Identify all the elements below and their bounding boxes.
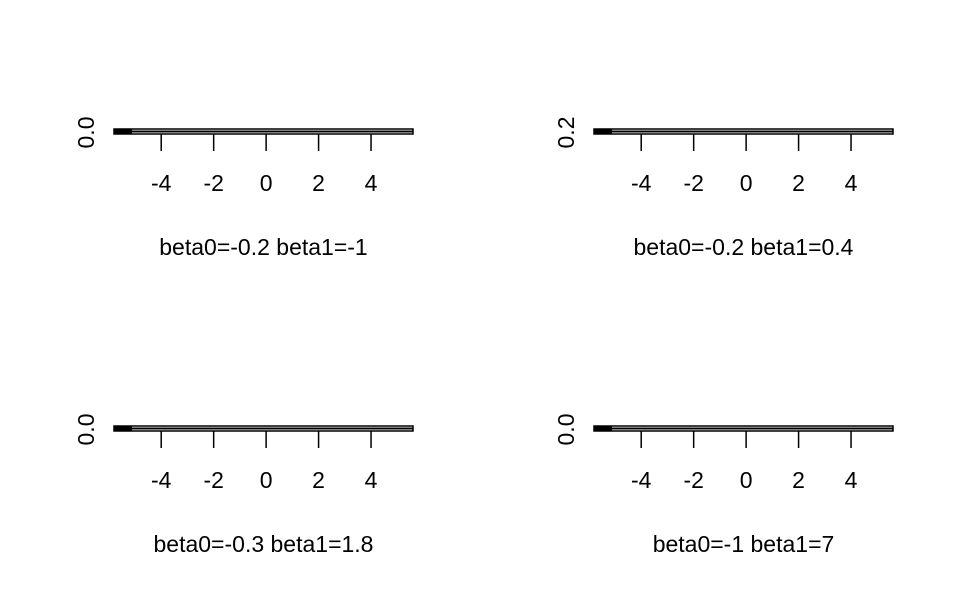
x-tick-label: 0 <box>740 467 753 493</box>
x-tick-label: 0 <box>260 467 273 493</box>
x-tick-label: 4 <box>845 467 858 493</box>
x-tick-label: 2 <box>792 170 805 196</box>
x-tick-label: 0 <box>260 170 273 196</box>
x-tick-label: 4 <box>365 467 378 493</box>
x-tick-label: 2 <box>792 467 805 493</box>
x-tick-label: -2 <box>683 170 703 196</box>
y-tick-label: 0.0 <box>73 414 99 446</box>
y-tick-label: 0.0 <box>553 414 579 446</box>
x-tick-label: -2 <box>203 467 223 493</box>
y-tick-label: 0.2 <box>553 117 579 149</box>
x-axis-label: beta0=-0.3 beta1=1.8 <box>154 531 374 557</box>
x-tick-label: -2 <box>683 467 703 493</box>
x-tick-label: -4 <box>151 467 172 493</box>
x-axis-label: beta0=-1 beta1=7 <box>653 531 835 557</box>
x-tick-label: -2 <box>203 170 223 196</box>
x-tick-label: -4 <box>631 170 652 196</box>
x-tick-label: 4 <box>845 170 858 196</box>
x-axis-label: beta0=-0.2 beta1=0.4 <box>634 234 854 260</box>
x-tick-label: -4 <box>151 170 172 196</box>
x-tick-label: 0 <box>740 170 753 196</box>
x-tick-label: 4 <box>365 170 378 196</box>
y-tick-label: 0.0 <box>73 117 99 149</box>
x-tick-label: 2 <box>312 170 325 196</box>
x-tick-label: 2 <box>312 467 325 493</box>
x-tick-label: -4 <box>631 467 652 493</box>
x-axis-label: beta0=-0.2 beta1=-1 <box>159 234 367 260</box>
